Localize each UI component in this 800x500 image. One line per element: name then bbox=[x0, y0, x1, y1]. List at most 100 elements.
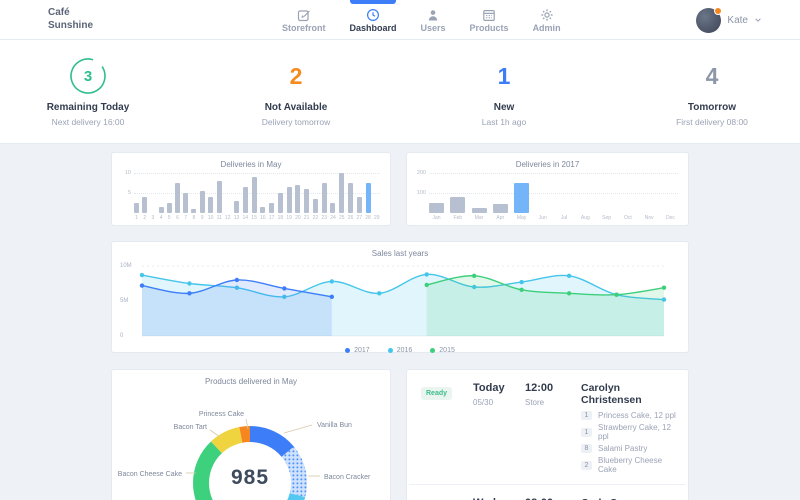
storefront-icon bbox=[297, 9, 310, 21]
bar-slot: 25 bbox=[339, 173, 345, 221]
bar bbox=[158, 207, 164, 213]
entry-date: 05/30 bbox=[473, 398, 494, 407]
x-tick-label: 20 bbox=[295, 215, 301, 221]
stat-value: 1 bbox=[497, 62, 511, 89]
series-line-2016 bbox=[141, 273, 665, 301]
x-tick-label: 27 bbox=[356, 215, 363, 221]
nav-label: Storefront bbox=[282, 22, 326, 33]
item-qty-badge: 2 bbox=[581, 460, 592, 470]
entry-time: 12:00 bbox=[525, 382, 554, 394]
nav-item-admin[interactable]: Admin bbox=[521, 0, 573, 40]
y-tick-label: 100 bbox=[416, 190, 426, 196]
x-tick-label: 24 bbox=[330, 215, 336, 221]
x-tick-label: Jun bbox=[538, 215, 547, 221]
sales-svg bbox=[139, 265, 667, 337]
legend-label: 2015 bbox=[439, 347, 455, 354]
x-tick-label: 22 bbox=[312, 215, 319, 221]
donut-segment-bacon-cheese-cake bbox=[193, 426, 307, 500]
delivery-entry[interactable]: ReadyWed05/3108:00BakeryCody Swanson1Pri… bbox=[409, 485, 686, 500]
x-tick-label: 25 bbox=[338, 215, 345, 221]
bar bbox=[286, 187, 292, 213]
bars: 1 2 3 4 5 6 7 8 9 10 11 12 13 14 15 16 17 18 19 20 21 22 23 24 2… bbox=[134, 173, 380, 221]
bar-slot: Nov bbox=[642, 173, 657, 221]
bar-slot: 21 bbox=[303, 173, 310, 221]
bar bbox=[251, 177, 257, 213]
user-name: Kate bbox=[727, 14, 748, 26]
bar bbox=[183, 193, 189, 213]
user-menu[interactable]: Kate bbox=[696, 0, 762, 40]
stat-tomorrow: 4 Tomorrow First delivery 08:00 bbox=[652, 54, 772, 128]
x-tick-label: 21 bbox=[303, 215, 310, 221]
bar-slot: 24 bbox=[330, 173, 336, 221]
bar-slot: 7 bbox=[183, 173, 189, 221]
legend-dot bbox=[430, 348, 436, 353]
x-tick-label: 19 bbox=[286, 215, 292, 221]
grid-line bbox=[134, 193, 380, 194]
bar bbox=[208, 197, 214, 213]
details-col: Cody Swanson1Princess Cake, 12 ppl bbox=[581, 497, 676, 500]
bars: Jan Feb Mar Apr May Jun Jul Aug Sep Oct Nov Dec bbox=[429, 173, 678, 221]
x-tick-label: 18 bbox=[277, 215, 284, 221]
status-badge: Ready bbox=[421, 387, 453, 400]
bar-slot: 1 bbox=[134, 173, 139, 221]
legend-label: 2017 bbox=[354, 347, 370, 354]
bar-slot: 11 bbox=[217, 173, 222, 221]
bar bbox=[199, 191, 205, 213]
sales-card: Sales last years 10M 5M 0 2017 2016 2015 bbox=[111, 241, 689, 354]
order-item: 1 Strawberry Cake, 12 ppl bbox=[581, 423, 676, 441]
sales-y-label: 10M bbox=[120, 263, 132, 269]
bar-slot: 10 bbox=[208, 173, 214, 221]
admin-icon bbox=[540, 8, 553, 21]
x-tick-label: Mar bbox=[474, 215, 484, 221]
stat-label: Tomorrow bbox=[687, 102, 737, 113]
item-description: Salami Pastry bbox=[598, 444, 648, 453]
item-description: Strawberry Cake, 12 ppl bbox=[598, 423, 671, 441]
nav-item-dashboard[interactable]: Dashboard bbox=[338, 0, 409, 40]
nav-label: Dashboard bbox=[349, 22, 397, 33]
donut-label-princess-cake: Princess Cake bbox=[199, 411, 244, 418]
brand-logo[interactable]: Café Sunshine bbox=[48, 7, 93, 32]
stats-band: 3 Remaining Today Next delivery 16:00 2 Not … bbox=[0, 40, 800, 144]
order-item: 2 Blueberry Cheese Cake bbox=[581, 456, 676, 474]
stat-label: New bbox=[493, 102, 515, 113]
sales-y-label: 0 bbox=[120, 333, 124, 339]
grid-line bbox=[429, 193, 678, 194]
order-item: 1 Princess Cake, 12 ppl bbox=[581, 411, 676, 420]
legend-item-2015: 2015 bbox=[430, 347, 455, 354]
sales-chart: 10M 5M 0 bbox=[112, 258, 688, 349]
stat-number-wrap: 4 bbox=[652, 54, 772, 98]
bar bbox=[134, 203, 139, 213]
donut-segment-bacon-cracker bbox=[193, 426, 307, 500]
delivery-entry[interactable]: Ready Today 05/30 12:00 Store Carolyn Christe… bbox=[409, 370, 686, 485]
stat-sublabel: Next delivery 16:00 bbox=[51, 117, 125, 127]
x-tick-label: 23 bbox=[321, 215, 327, 221]
legend-dot bbox=[345, 348, 351, 353]
stat-new: 1 New Last 1h ago bbox=[444, 54, 564, 128]
top-navbar: Café Sunshine Storefront Dashboard Users Pr… bbox=[0, 0, 800, 40]
stat-sublabel: Delivery tomorrow bbox=[261, 117, 331, 127]
nav-item-products[interactable]: Products bbox=[458, 0, 521, 40]
nav-item-storefront[interactable]: Storefront bbox=[270, 0, 338, 40]
legend-item-2017: 2017 bbox=[345, 347, 370, 354]
customer-name: Cody Swanson bbox=[581, 497, 676, 500]
y-tick-label: 10 bbox=[124, 170, 131, 176]
x-tick-label: 16 bbox=[260, 215, 266, 221]
donut-title: Products delivered in May bbox=[204, 377, 298, 386]
order-item: 8 Salami Pastry bbox=[581, 444, 676, 453]
bar-slot: Oct bbox=[620, 173, 635, 221]
avatar[interactable] bbox=[696, 6, 723, 33]
nav-item-users[interactable]: Users bbox=[409, 0, 458, 40]
bar-slot: 23 bbox=[321, 173, 327, 221]
bar-slot: Jan bbox=[429, 173, 444, 221]
brand-line1: Café bbox=[48, 7, 70, 18]
bar bbox=[166, 203, 172, 213]
x-tick-label: Apr bbox=[496, 215, 505, 221]
x-tick-label: 29 bbox=[374, 215, 380, 221]
bar-slot: May bbox=[514, 173, 530, 221]
stat-number-wrap: 1 bbox=[444, 54, 564, 98]
bar-slot: 16 bbox=[260, 173, 266, 221]
bar-slot: 29 bbox=[374, 173, 380, 221]
deliveries-year-chart: 100 200 Jan Feb Mar Apr May Jun Jul Aug Sep Oct Nov D… bbox=[417, 170, 678, 221]
nav-label: Users bbox=[420, 22, 446, 33]
